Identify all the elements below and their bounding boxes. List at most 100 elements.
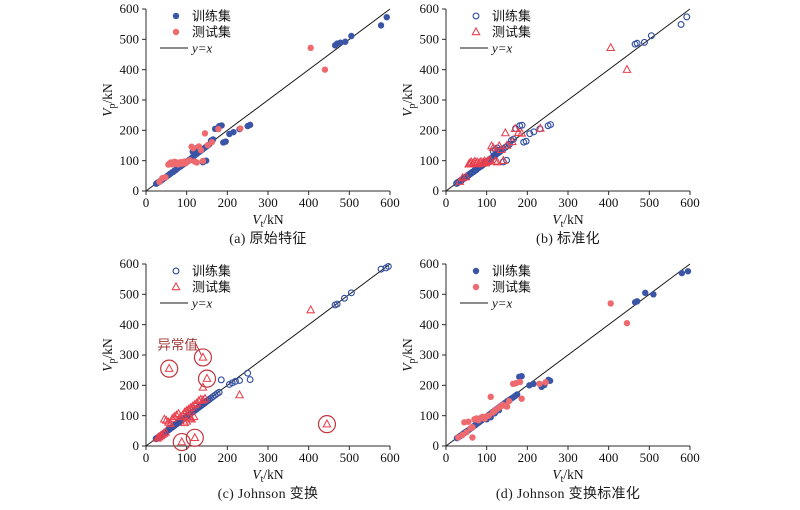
outlier-ring <box>193 348 213 367</box>
legend-label-identity: y=x <box>190 41 213 56</box>
x-tick-label: 500 <box>340 195 360 210</box>
panel-a-plot: 0 100 200 300 400 500 600 0 100 200 300 400 500 600 Vt… <box>100 0 400 230</box>
y-tick-label: 100 <box>420 408 440 423</box>
data-point <box>458 172 468 182</box>
data-point <box>190 399 200 408</box>
panel-d-plot: 0 100 200 300 400 500 600 0 100 200 300 400 500 600 Vt… <box>400 255 700 485</box>
y-axis-label: Vp/kN <box>400 338 418 372</box>
data-point <box>208 138 216 146</box>
data-point <box>684 268 692 275</box>
data-point <box>186 157 194 164</box>
axes <box>142 263 391 450</box>
data-point <box>542 379 549 386</box>
data-point <box>518 395 525 402</box>
data-point <box>190 432 200 442</box>
x-tick-label: 400 <box>299 195 319 210</box>
legend-label-test: 测试集 <box>192 280 231 295</box>
data-point <box>461 171 471 181</box>
data-point <box>342 38 349 45</box>
x-tick-label: 0 <box>143 195 150 210</box>
data-point <box>159 414 169 423</box>
data-point <box>472 12 480 20</box>
outlier-ring <box>197 369 217 388</box>
data-point <box>500 127 510 137</box>
x-tick-label: 300 <box>258 450 278 465</box>
y-tick-label: 0 <box>433 183 440 198</box>
data-point <box>505 397 513 405</box>
y-tick-label: 400 <box>420 62 440 77</box>
y-tick-label: 200 <box>420 378 440 393</box>
data-point <box>496 144 506 153</box>
y-tick-label: 400 <box>120 62 140 77</box>
y-tick-label: 500 <box>120 32 140 47</box>
data-point <box>633 298 641 305</box>
data-point <box>322 418 332 428</box>
x-axis-label: Vt/kN <box>252 212 284 228</box>
data-point <box>348 32 355 40</box>
subplot-grid: 0 100 200 300 400 500 600 0 100 200 300 400 500 600 Vt… <box>100 0 700 510</box>
y-tick-label: 200 <box>120 123 140 138</box>
legend-label-train: 训练集 <box>492 264 531 279</box>
data-point <box>607 300 614 307</box>
outlier-leader-line <box>195 343 202 356</box>
data-point <box>186 414 197 423</box>
data-point <box>522 137 530 145</box>
data-point <box>513 391 521 398</box>
scatter-plot-b: 0 100 200 300 400 500 600 0 100 200 300 400 500 600 Vt… <box>400 1 700 230</box>
data-point <box>650 291 657 298</box>
y-tick-label: 400 <box>120 317 140 332</box>
x-tick-label: 300 <box>558 195 578 210</box>
y-tick-label: 0 <box>133 183 140 198</box>
outlier-label: 异常值 <box>157 338 198 353</box>
data-point <box>471 26 481 36</box>
data-point <box>516 378 524 386</box>
data-point <box>347 289 355 297</box>
y-tick-label: 600 <box>420 1 440 16</box>
y-tick-label: 100 <box>120 153 140 168</box>
legend-label-identity: y=x <box>490 41 513 56</box>
x-tick-label: 200 <box>218 450 238 465</box>
data-point <box>487 393 494 401</box>
data-point <box>640 38 648 46</box>
x-tick-label: 200 <box>518 450 538 465</box>
legend-label-train: 训练集 <box>192 9 231 24</box>
data-point <box>498 155 508 164</box>
y-tick-label: 600 <box>120 256 140 271</box>
data-point <box>606 42 616 52</box>
y-tick-label: 500 <box>120 287 140 302</box>
data-point <box>633 39 641 47</box>
x-tick-label: 0 <box>443 450 450 465</box>
x-tick-label: 0 <box>443 195 450 210</box>
data-point <box>377 265 385 273</box>
data-point <box>189 145 197 152</box>
data-point <box>164 363 174 372</box>
data-point <box>463 429 470 436</box>
data-point <box>530 380 537 388</box>
data-point <box>215 388 223 396</box>
data-point <box>228 379 236 387</box>
panel-c: 0 100 200 300 400 500 600 0 100 200 300 400 500 600 Vt… <box>100 255 400 510</box>
y-tick-label: 200 <box>120 378 140 393</box>
data-point <box>503 403 511 410</box>
y-tick-label: 300 <box>420 92 440 107</box>
legend-label-identity: y=x <box>190 296 213 311</box>
y-tick-label: 0 <box>133 438 140 453</box>
x-axis-label: Vt/kN <box>552 467 584 483</box>
outlier-ring <box>317 415 337 434</box>
y-tick-label: 600 <box>420 256 440 271</box>
outlier-ring <box>185 428 204 447</box>
x-tick-label: 600 <box>380 195 400 210</box>
y-tick-label: 200 <box>420 123 440 138</box>
y-tick-label: 400 <box>420 317 440 332</box>
test-points <box>156 44 329 186</box>
data-point <box>469 434 476 441</box>
y-axis-label: Vp/kN <box>100 338 118 372</box>
outlier-ring <box>172 432 191 452</box>
data-point <box>492 156 502 166</box>
data-point <box>244 369 252 377</box>
scatter-plot-a: 0 100 200 300 400 500 600 0 100 200 300 400 500 600 Vt… <box>100 1 400 230</box>
data-point <box>217 376 225 384</box>
test-points <box>455 300 631 441</box>
